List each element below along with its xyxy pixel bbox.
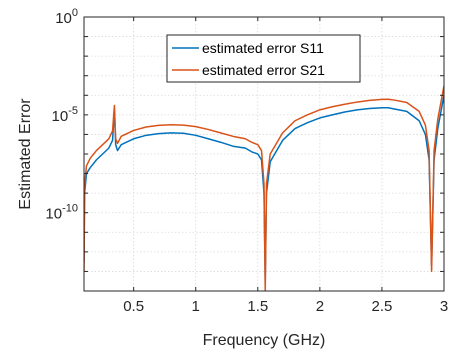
y-tick-base: 10 [55, 10, 72, 27]
x-tick-label: 1.5 [247, 298, 268, 315]
x-tick-label: 1 [192, 298, 200, 315]
y-tick-base: 10 [45, 206, 62, 223]
x-tick-label: 3 [440, 298, 448, 315]
x-tick-label: 2.5 [372, 298, 393, 315]
x-tick-label: 2 [316, 298, 324, 315]
series-layer [84, 85, 444, 291]
x-tick-labels: 0.5 1 1.5 2 2.5 3 [123, 298, 448, 315]
y-tick-base: 10 [52, 108, 69, 125]
legend-label-s21: estimated error S21 [202, 62, 325, 78]
x-axis-label: Frequency (GHz) [203, 332, 326, 349]
series-line-s21 [84, 85, 444, 291]
y-tick-label: 10-5 [52, 105, 78, 125]
x-tick-label: 0.5 [123, 298, 144, 315]
y-tick-exponent: 0 [72, 7, 78, 19]
y-tick-label: 100 [55, 7, 78, 27]
y-axis-label: Estimated Error [17, 98, 34, 210]
legend-box [166, 34, 361, 83]
legend-label-s11: estimated error S11 [202, 40, 324, 56]
legend: estimated error S11 estimated error S21 [166, 34, 361, 83]
tick-marks [84, 16, 445, 292]
y-tick-exponent: -10 [62, 203, 78, 215]
y-tick-exponent: -5 [68, 105, 78, 117]
y-tick-label: 10-10 [45, 203, 78, 223]
